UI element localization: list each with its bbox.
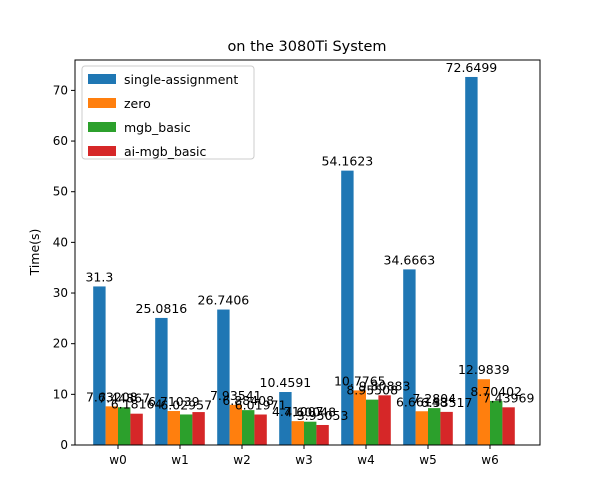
y-tick-label: 60 [53, 134, 68, 148]
legend-label-zero: zero [124, 96, 151, 111]
data-label-ai-mgb_basic-w4: 9.80883 [359, 378, 411, 393]
data-label-single-assignment-w3: 10.4591 [260, 375, 312, 390]
bar-mgb_basic-w1 [180, 414, 193, 445]
bar-ai-mgb_basic-w0 [130, 413, 143, 445]
data-label-ai-mgb_basic-w0: 6.18164 [111, 397, 163, 412]
data-label-zero-w5: 6.66148 [396, 394, 448, 409]
data-label-ai-mgb_basic-w6: 7.43969 [483, 390, 535, 405]
plot-frame [74, 59, 541, 446]
bar-ai-mgb_basic-w6 [502, 407, 515, 445]
data-label-ai-mgb_basic-w5: 6.53517 [421, 395, 473, 410]
data-label-mgb_basic-w5: 7.2804 [412, 391, 456, 406]
bar-ai-mgb_basic-w5 [440, 411, 453, 445]
data-label-zero-w1: 6.71039 [148, 394, 200, 409]
bar-single-assignment-w4 [341, 170, 354, 445]
data-label-single-assignment-w0: 31.3 [85, 269, 113, 284]
bar-ai-mgb_basic-w2 [254, 414, 267, 445]
data-label-zero-w3: 4.71007 [272, 404, 324, 419]
data-label-single-assignment-w2: 26.7406 [198, 293, 250, 308]
bar-single-assignment-w1 [155, 317, 168, 445]
y-tick-label: 70 [53, 83, 68, 97]
data-label-single-assignment-w6: 72.6499 [446, 60, 498, 75]
bar-zero-w0 [105, 406, 118, 445]
data-label-zero-w0: 7.63208 [86, 389, 138, 404]
legend-swatch-ai-mgb_basic [88, 146, 116, 156]
bar-zero-w2 [229, 404, 242, 445]
bar-zero-w5 [415, 411, 428, 445]
legend-box [81, 65, 255, 160]
bar-mgb_basic-w5 [428, 408, 441, 445]
x-tick-label-w0: w0 [109, 453, 126, 467]
data-label-mgb_basic-w0: 7.44867 [98, 390, 150, 405]
y-tick-label: 20 [53, 337, 68, 351]
data-labels-layer: 31.3 25.0816 26.7406 10.4591 54.1623 34.6663 7… [85, 60, 534, 423]
x-tick-label-w2: w2 [233, 453, 250, 467]
bar-zero-w4 [353, 390, 366, 445]
x-axis: w0 w1 w2 w3 w4 w5 w6 [109, 445, 499, 467]
data-label-ai-mgb_basic-w2: 6.01971 [235, 398, 287, 413]
legend-label-ai-mgb_basic: ai-mgb_basic [124, 144, 207, 159]
y-tick-label: 50 [53, 185, 68, 199]
bar-ai-mgb_basic-w3 [316, 424, 329, 445]
legend-swatch-single-assignment [88, 74, 116, 84]
bar-single-assignment-w6 [465, 76, 478, 445]
y-tick-label: 10 [53, 387, 68, 401]
y-tick-label: 0 [60, 438, 68, 452]
chart-title: on the 3080Ti System [227, 39, 386, 55]
x-tick-label-w6: w6 [481, 453, 498, 467]
y-tick-label: 30 [53, 286, 68, 300]
legend-swatch-zero [88, 98, 116, 108]
bar-mgb_basic-w2 [242, 410, 255, 445]
data-label-mgb_basic-w2: 6.88408 [222, 393, 274, 408]
y-axis-label: Time(s) [27, 229, 42, 277]
data-label-ai-mgb_basic-w3: 3.95053 [297, 408, 349, 423]
bar-ai-mgb_basic-w1 [192, 412, 205, 445]
data-label-zero-w2: 7.93541 [210, 388, 262, 403]
legend-swatch-mgb_basic [88, 122, 116, 132]
y-axis: 0 10 20 30 40 50 60 70 [53, 83, 75, 452]
data-label-zero-w6: 12.9839 [458, 362, 510, 377]
x-tick-label-w4: w4 [357, 453, 374, 467]
bar-mgb_basic-w4 [366, 399, 379, 445]
legend-label-single-assignment: single-assignment [124, 72, 238, 87]
bars-layer [93, 76, 515, 445]
bar-mgb_basic-w0 [118, 407, 131, 445]
data-label-zero-w4: 10.7765 [334, 373, 386, 388]
bar-ai-mgb_basic-w4 [378, 395, 391, 445]
bar-zero-w1 [167, 411, 180, 445]
y-tick-label: 40 [53, 235, 68, 249]
data-label-single-assignment-w1: 25.0816 [136, 301, 188, 316]
data-label-single-assignment-w5: 34.6663 [384, 252, 436, 267]
x-tick-label-w1: w1 [171, 453, 188, 467]
data-label-mgb_basic-w4: 8.95508 [346, 383, 398, 398]
data-label-mgb_basic-w6: 8.70402 [470, 384, 522, 399]
bar-single-assignment-w5 [403, 269, 416, 445]
x-tick-label-w3: w3 [295, 453, 312, 467]
bar-mgb_basic-w6 [490, 400, 503, 445]
bar-single-assignment-w2 [217, 309, 230, 445]
bar-zero-w3 [291, 421, 304, 445]
bar-single-assignment-w0 [93, 286, 106, 445]
x-tick-label-w5: w5 [419, 453, 436, 467]
bar-zero-w6 [477, 379, 490, 445]
legend-label-mgb_basic: mgb_basic [124, 120, 191, 135]
legend: single-assignment zero mgb_basic ai-mgb_bas… [81, 65, 255, 160]
data-label-single-assignment-w4: 54.1623 [322, 154, 374, 169]
data-label-mgb_basic-w1: 6.02957 [160, 397, 212, 412]
bar-mgb_basic-w3 [304, 421, 317, 445]
bar-single-assignment-w3 [279, 392, 292, 445]
data-label-mgb_basic-w3: 4.60048 [284, 405, 336, 420]
